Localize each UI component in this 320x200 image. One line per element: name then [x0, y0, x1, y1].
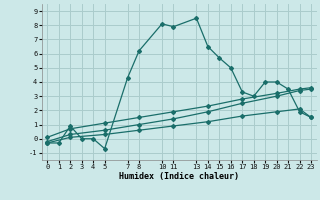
X-axis label: Humidex (Indice chaleur): Humidex (Indice chaleur)	[119, 172, 239, 181]
